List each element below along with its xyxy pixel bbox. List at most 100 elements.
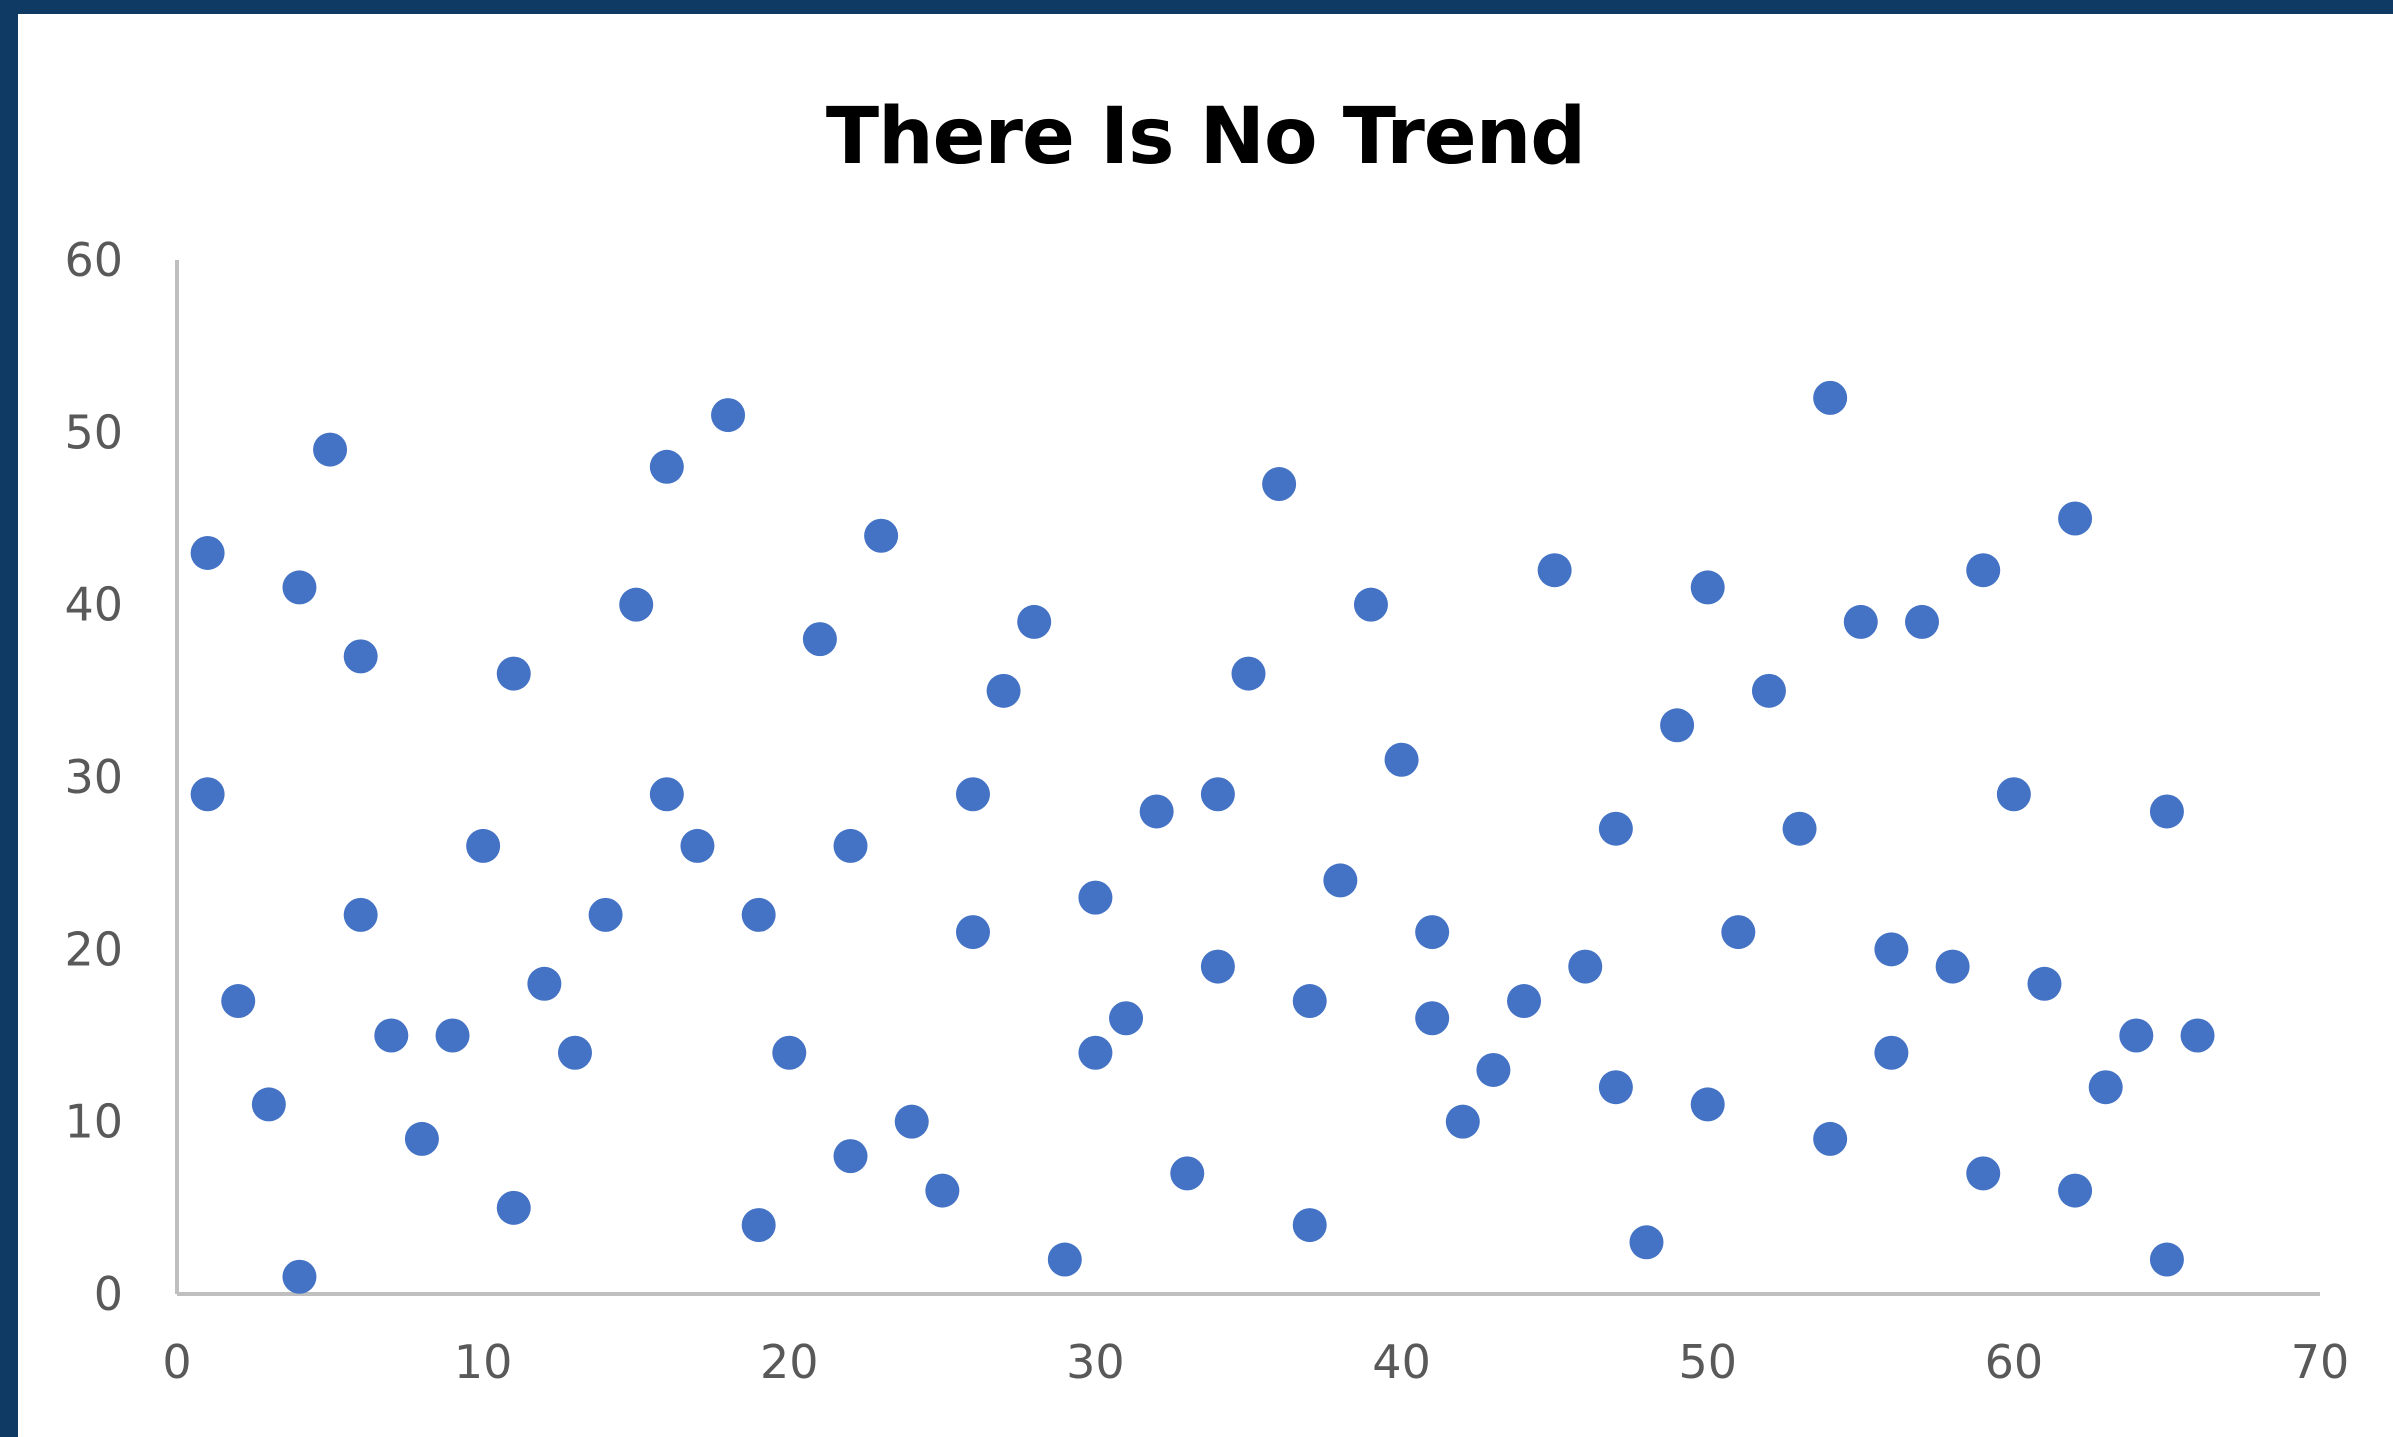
x-tick-label: 70 (2291, 1335, 2350, 1389)
data-point (2058, 501, 2093, 536)
data-point (1415, 915, 1450, 950)
data-point (1874, 932, 1909, 967)
data-point (802, 622, 837, 657)
data-point (1629, 1225, 1664, 1260)
scatter-plot: 0 10 20 30 40 50 60 70 0 10 20 30 40 50 60 (64, 233, 2349, 1389)
data-point (833, 828, 868, 863)
data-point (711, 398, 746, 433)
data-point (2058, 1173, 2093, 1208)
y-tick-label: 60 (64, 233, 123, 287)
data-point (1262, 467, 1297, 502)
data-point (1078, 880, 1113, 915)
y-tick-label: 40 (64, 578, 123, 632)
data-point (833, 1139, 868, 1174)
data-point (496, 656, 531, 691)
data-point (2149, 1242, 2184, 1277)
data-point (1660, 708, 1695, 743)
data-point (955, 777, 990, 812)
data-point (1507, 984, 1542, 1019)
data-point (190, 777, 225, 812)
data-point (680, 828, 715, 863)
x-tick-labels: 0 10 20 30 40 50 60 70 (162, 1335, 2349, 1389)
data-point (2088, 1070, 2123, 1105)
data-point (313, 432, 348, 467)
data-point (343, 897, 378, 932)
data-point (1935, 949, 1970, 984)
data-point (1690, 570, 1725, 605)
data-point (1813, 1121, 1848, 1156)
data-point (282, 1259, 317, 1294)
data-point (1415, 1001, 1450, 1036)
data-point (2149, 794, 2184, 829)
data-point (343, 639, 378, 674)
data-points (190, 380, 2215, 1294)
data-point (1874, 1035, 1909, 1070)
y-tick-label: 10 (64, 1095, 123, 1149)
x-tick-label: 40 (1372, 1335, 1431, 1389)
data-point (1721, 915, 1756, 950)
x-tick-label: 50 (1678, 1335, 1737, 1389)
data-point (527, 966, 562, 1001)
y-tick-label: 30 (64, 750, 123, 804)
y-tick-label: 20 (64, 922, 123, 976)
data-point (282, 570, 317, 605)
data-point (1353, 587, 1388, 622)
data-point (1109, 1001, 1144, 1036)
data-point (925, 1173, 960, 1208)
data-point (404, 1121, 439, 1156)
data-point (1966, 553, 2001, 588)
data-point (1231, 656, 1266, 691)
data-point (588, 897, 623, 932)
x-tick-label: 10 (454, 1335, 513, 1389)
data-point (2180, 1018, 2215, 1053)
data-point (619, 587, 654, 622)
x-tick-label: 30 (1066, 1335, 1125, 1389)
data-point (2119, 1018, 2154, 1053)
data-point (1017, 604, 1052, 639)
data-point (1292, 1208, 1327, 1243)
data-point (1292, 984, 1327, 1019)
data-point (1537, 553, 1572, 588)
data-point (1323, 863, 1358, 898)
data-point (221, 984, 256, 1019)
data-point (1170, 1156, 1205, 1191)
x-tick-label: 60 (1985, 1335, 2044, 1389)
data-point (1476, 1052, 1511, 1087)
x-tick-label: 0 (162, 1335, 191, 1389)
data-point (741, 897, 776, 932)
data-point (1996, 777, 2031, 812)
data-point (1751, 673, 1786, 708)
data-point (741, 1208, 776, 1243)
data-point (1047, 1242, 1082, 1277)
data-point (1843, 604, 1878, 639)
data-point (1782, 811, 1817, 846)
data-point (772, 1035, 807, 1070)
data-point (864, 518, 899, 553)
data-point (1598, 1070, 1633, 1105)
chart-frame: There Is No Trend 0 10 20 30 40 50 60 70 0 10 20 3… (18, 14, 2393, 1437)
data-point (649, 777, 684, 812)
data-point (1200, 949, 1235, 984)
data-point (374, 1018, 409, 1053)
data-point (649, 449, 684, 484)
data-point (251, 1087, 286, 1122)
data-point (2027, 966, 2062, 1001)
data-point (955, 915, 990, 950)
y-tick-label: 50 (64, 405, 123, 459)
data-point (1445, 1104, 1480, 1139)
data-point (1568, 949, 1603, 984)
data-point (466, 828, 501, 863)
data-point (190, 535, 225, 570)
chart-title: There Is No Trend (825, 92, 1586, 182)
data-point (557, 1035, 592, 1070)
data-point (1139, 794, 1174, 829)
data-point (435, 1018, 470, 1053)
data-point (1384, 742, 1419, 777)
data-point (1966, 1156, 2001, 1191)
data-point (1905, 604, 1940, 639)
y-tick-labels: 0 10 20 30 40 50 60 (64, 233, 123, 1321)
data-point (1598, 811, 1633, 846)
data-point (496, 1190, 531, 1225)
data-point (1200, 777, 1235, 812)
data-point (1813, 380, 1848, 415)
